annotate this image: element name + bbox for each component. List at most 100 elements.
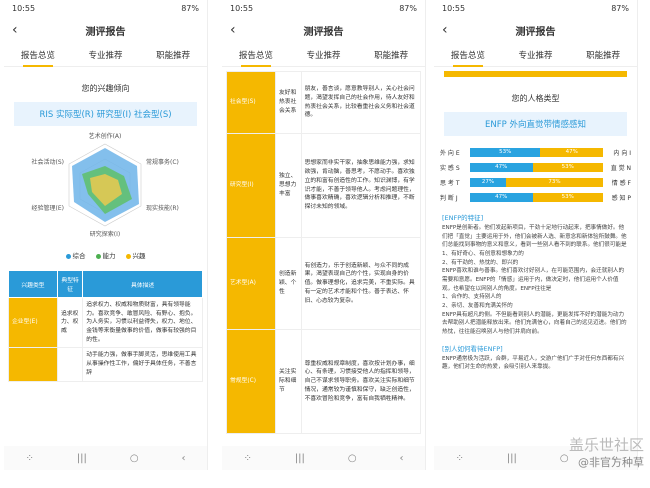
status-time: 10:55 <box>230 3 254 13</box>
tab-bar: 报告总览 专业推荐 职能推荐 <box>222 44 425 67</box>
dim-a-bar: 53% <box>470 147 541 157</box>
dim-row: 外 向 E 53% 47% 内 向 I <box>440 147 631 157</box>
dim-b-bar: 73% <box>505 177 603 187</box>
feature-point: 1、有好奇心、有创意和想象力的 <box>442 250 524 257</box>
radar-svg: 艺术创作(A) 常规事务(C) 现实技能(R) 研究探索(I) 经验管理(E) … <box>32 132 179 238</box>
result-banner: RIS 实际型(R) 研究型(I) 社会型(S) <box>14 102 197 126</box>
dim-b-bar: 47% <box>540 147 603 157</box>
top-nav: ‹ 测评报告 <box>4 16 207 44</box>
interest-table: 兴趣类型 典型特征 具体描述 企业型(E) 追求权力、权威 追求权力、权威和物质… <box>8 270 203 382</box>
interest-table: 社会型(S) 友好和热衷社会关系 朋友，善言谈，愿意教导别人，关心社会问题，渴望… <box>226 71 422 434</box>
tab-function[interactable]: 职能推荐 <box>156 51 191 61</box>
result-banner: ENFP 外向直觉带情感感知 <box>444 112 627 136</box>
radar-label-s: 社会活动(S) <box>32 158 65 166</box>
feature-para: ENFP喜欢和谁与善事。他们喜欢讨好别人，在可能范围内，会迁就别人的需要和意愿。… <box>442 268 625 292</box>
tab-major[interactable]: 专业推荐 <box>518 51 553 61</box>
nav-back-icon[interactable]: ‹ <box>181 452 186 464</box>
table-row: 常规型(C) 关注实际和细节 尊重权威和规章制度，喜欢按计划办事，细心、有条理，… <box>226 329 422 434</box>
nav-recent-icon[interactable]: ||| <box>506 452 517 464</box>
page-title: 测评报告 <box>303 26 344 38</box>
nav-home-icon[interactable]: ○ <box>347 452 357 464</box>
table-row: 研究型(I) 独立、思想力丰富 思想家而非实干家，抽象思维能力强，求知欲强，肯动… <box>226 133 422 238</box>
system-nav-bar: ⁘ ||| ○ ‹ <box>434 446 637 470</box>
radar-label-c: 常规事务(C) <box>146 158 179 166</box>
feature-para: ENFP具有超凡的侧。不但能看到别人的潜能，更能发挥不好的潜能为动力去帮助别人把… <box>442 311 627 335</box>
dim-b-bar: 53% <box>532 192 603 202</box>
nav-grid-icon[interactable]: ⁘ <box>455 452 464 464</box>
phone-screen-3: 10:55 87% ‹ 测评报告 报告总览 专业推荐 职能推荐 您的人格类型 E… <box>434 0 638 470</box>
nav-recent-icon[interactable]: ||| <box>294 452 305 464</box>
col-feature: 典型特征 <box>56 270 84 298</box>
radar-label-a: 艺术创作(A) <box>89 132 122 140</box>
tab-function[interactable]: 职能推荐 <box>586 51 621 61</box>
radar-label-r: 现实技能(R) <box>146 204 179 212</box>
others-text: ENFP通常极为活跃，合群，平易近人，交游广他们广手对任何东西都有兴趣，他们对生… <box>442 355 625 371</box>
feature-point: 2、有干劲的、热忱的、即兴的 <box>442 259 519 266</box>
phone-screen-2: 10:55 87% ‹ 测评报告 报告总览 专业推荐 职能推荐 社会型(S) 友… <box>222 0 426 470</box>
dim-a-bar: 27% <box>470 177 506 187</box>
dim-row: 实 感 S 47% 53% 直 觉 N <box>440 162 631 172</box>
tab-overview[interactable]: 报告总览 <box>434 49 502 67</box>
table-tail <box>444 71 627 77</box>
section-title: 您的兴趣倾向 <box>81 84 130 93</box>
nav-back-icon[interactable]: ‹ <box>399 452 404 464</box>
table-row: 社会型(S) 友好和热衷社会关系 朋友，善言谈，愿意教导别人，关心社会问题，渴望… <box>226 71 422 134</box>
feature-heading: [ENFP的特征] <box>442 214 484 222</box>
top-nav: ‹ 测评报告 <box>222 16 425 44</box>
section-title: 您的人格类型 <box>511 94 560 103</box>
status-bar: 10:55 87% <box>222 0 425 16</box>
table-row: 动手能力强，做事手脚灵活，思维使用工具从事操作性工作，偏好于具体任务，不善言辞 <box>8 347 203 382</box>
nav-back-icon[interactable]: ‹ <box>611 452 616 464</box>
tab-bar: 报告总览 专业推荐 职能推荐 <box>4 44 207 67</box>
battery-level: 87% <box>611 3 629 13</box>
back-icon[interactable]: ‹ <box>230 22 236 38</box>
watermark: 盖乐世社区 @非官方种草 <box>568 436 644 469</box>
page-title: 测评报告 <box>515 26 556 38</box>
dim-row: 思 考 T 27% 73% 情 感 F <box>440 177 631 187</box>
table-row: 艺术型(A) 创造新颖、个性 有创造力，乐于创造新颖、与众不同的成果，渴望表现自… <box>226 237 422 330</box>
nav-grid-icon[interactable]: ⁘ <box>243 452 252 464</box>
nav-home-icon[interactable]: ○ <box>129 452 139 464</box>
battery-level: 87% <box>181 3 199 13</box>
status-time: 10:55 <box>442 3 466 13</box>
dim-a-bar: 47% <box>470 192 533 202</box>
page-title: 测评报告 <box>85 26 126 38</box>
top-nav: ‹ 测评报告 <box>434 16 637 44</box>
tab-overview[interactable]: 报告总览 <box>4 49 72 67</box>
feature-point: 2、亲切、友善和充满关怀的 <box>442 302 513 309</box>
legend-item-ability: 能力 <box>95 250 116 260</box>
tab-major[interactable]: 专业推荐 <box>88 51 123 61</box>
system-nav-bar: ⁘ ||| ○ ‹ <box>222 446 425 470</box>
nav-recent-icon[interactable]: ||| <box>76 452 87 464</box>
back-icon[interactable]: ‹ <box>12 22 18 38</box>
dim-row: 判 断 J 47% 53% 感 知 P <box>440 192 631 202</box>
feature-text: ENFP是创新者。他们发起新项目，干劲十足地行动起来，把事情做好。他们把「直觉」… <box>442 225 627 249</box>
personality-bars: 外 向 E 53% 47% 内 向 I 实 感 S 47% 53% 直 觉 N 思 … <box>440 146 631 203</box>
nav-home-icon[interactable]: ○ <box>559 452 569 464</box>
radar-series-interest <box>90 174 122 206</box>
radar-label-i: 研究探索(I) <box>90 230 120 238</box>
radar-chart: 艺术创作(A) 常规事务(C) 现实技能(R) 研究探索(I) 经验管理(E) … <box>4 126 207 246</box>
dim-a-bar: 47% <box>470 162 533 172</box>
col-type: 兴趣类型 <box>8 270 58 298</box>
tab-major[interactable]: 专业推荐 <box>306 51 341 61</box>
status-bar: 10:55 87% <box>4 0 207 16</box>
status-bar: 10:55 87% <box>434 0 637 16</box>
back-icon[interactable]: ‹ <box>442 22 448 38</box>
legend-item-overall: 综合 <box>65 250 86 260</box>
battery-level: 87% <box>399 3 417 13</box>
col-desc: 具体描述 <box>82 270 203 298</box>
others-heading: [别人如何看待ENFP] <box>442 344 503 353</box>
phone-screen-1: 10:55 87% ‹ 测评报告 报告总览 专业推荐 职能推荐 您的兴趣倾向 R… <box>4 0 208 470</box>
tab-overview[interactable]: 报告总览 <box>222 49 290 67</box>
radar-label-e: 经验管理(E) <box>32 204 64 212</box>
feature-point: 1、合作的、支持别人的 <box>442 294 502 301</box>
dim-b-bar: 53% <box>532 162 603 172</box>
system-nav-bar: ⁘ ||| ○ ‹ <box>4 446 207 470</box>
status-time: 10:55 <box>12 3 36 13</box>
tab-bar: 报告总览 专业推荐 职能推荐 <box>434 44 637 67</box>
tab-function[interactable]: 职能推荐 <box>374 51 409 61</box>
legend-item-interest: 兴趣 <box>125 250 146 260</box>
table-row: 企业型(E) 追求权力、权威 追求权力、权威和物质财富，具有领导能力。喜欢竞争、… <box>8 296 203 349</box>
nav-grid-icon[interactable]: ⁘ <box>25 452 34 464</box>
